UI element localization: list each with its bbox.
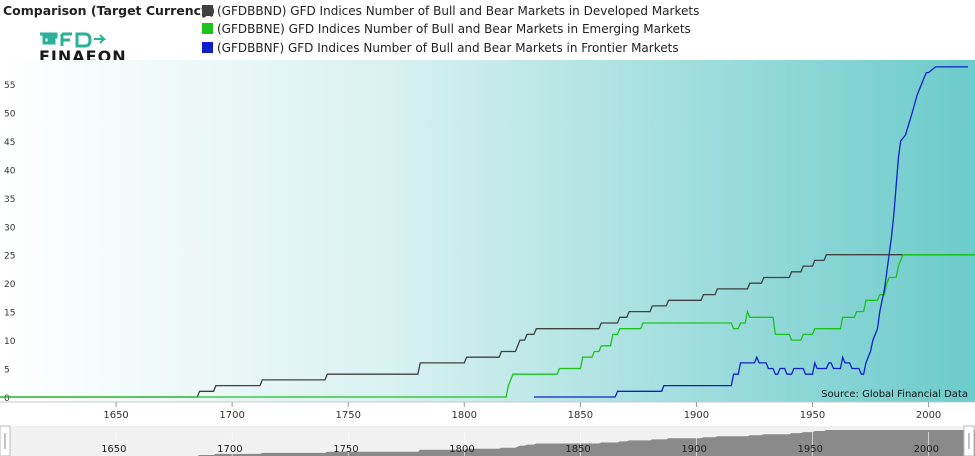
navigator[interactable]: 1650 1700 1750 1800 1850 1900 1950 2000 (0, 425, 975, 456)
y-tick-label: 20 (4, 280, 16, 290)
navigator-tick-label: 1750 (333, 444, 358, 455)
navigator-area (0, 430, 975, 456)
chart-header: Comparison (Target Currency) (GFDBBND) G… (0, 0, 975, 64)
navigator-tick-label: 1900 (681, 444, 706, 455)
navigator-tick-label: 1850 (565, 444, 590, 455)
x-tick-label: 1700 (219, 410, 244, 421)
gfd-finaeon-logo: FINAEON (39, 32, 127, 64)
legend-item-frontier[interactable]: (GFDBBNF) GFD Indices Number of Bull and… (202, 40, 679, 56)
y-tick-label: 45 (4, 138, 15, 148)
navigator-ticks: 1650 1700 1750 1800 1850 1900 1950 2000 (101, 432, 939, 456)
legend-label-emerging: (GFDBBNE) GFD Indices Number of Bull and… (217, 22, 691, 36)
navigator-tick-label: 2000 (914, 444, 939, 455)
y-tick-label: 40 (4, 166, 16, 176)
navigator-tick-label: 1800 (449, 444, 474, 455)
y-tick-label: 15 (4, 309, 15, 319)
legend-item-emerging[interactable]: (GFDBBNE) GFD Indices Number of Bull and… (202, 21, 691, 37)
legend-label-frontier: (GFDBBNF) GFD Indices Number of Bull and… (217, 41, 679, 55)
navigator-tick-label: 1700 (217, 444, 242, 455)
series-line-emerging (0, 254, 975, 398)
x-tick-label: 1750 (335, 410, 360, 421)
legend-swatch-emerging (202, 23, 213, 34)
y-tick-label: 10 (4, 337, 16, 347)
source-note: Source: Global Financial Data (821, 389, 968, 400)
x-tick-label: 1850 (568, 410, 593, 421)
x-tick-label: 2000 (916, 410, 941, 421)
navigator-tick-label: 1950 (798, 444, 823, 455)
y-tick-label: 0 (4, 394, 10, 404)
y-tick-label: 5 (4, 366, 10, 376)
series-line-developed (0, 254, 975, 398)
x-axis: 1650 1700 1750 1800 1850 1900 1950 2000 (103, 402, 941, 421)
y-tick-label: 30 (4, 223, 16, 233)
y-tick-label: 35 (4, 195, 15, 205)
x-tick-label: 1650 (103, 410, 128, 421)
x-tick-label: 1950 (800, 410, 825, 421)
y-tick-label: 55 (4, 81, 15, 91)
x-tick-label: 1900 (684, 410, 709, 421)
y-axis: 0 5 10 15 20 25 30 35 40 45 50 55 (4, 81, 16, 404)
series-layer (0, 66, 975, 398)
navigator-tick-label: 1650 (101, 444, 126, 455)
svg-text:FINAEON: FINAEON (39, 47, 127, 64)
y-tick-label: 25 (4, 252, 15, 262)
y-tick-label: 50 (4, 109, 16, 119)
legend-swatch-frontier (202, 42, 213, 53)
x-tick-label: 1800 (452, 410, 477, 421)
legend-swatch-developed (202, 5, 213, 16)
series-line-frontier (533, 66, 968, 398)
plot-background (0, 60, 975, 402)
legend-item-developed[interactable]: (GFDBBND) GFD Indices Number of Bull and… (202, 3, 699, 19)
logo-mark: FINAEON (39, 32, 127, 64)
legend-label-developed: (GFDBBND) GFD Indices Number of Bull and… (217, 4, 700, 18)
chart-title: Comparison (Target Currency) (3, 3, 215, 18)
